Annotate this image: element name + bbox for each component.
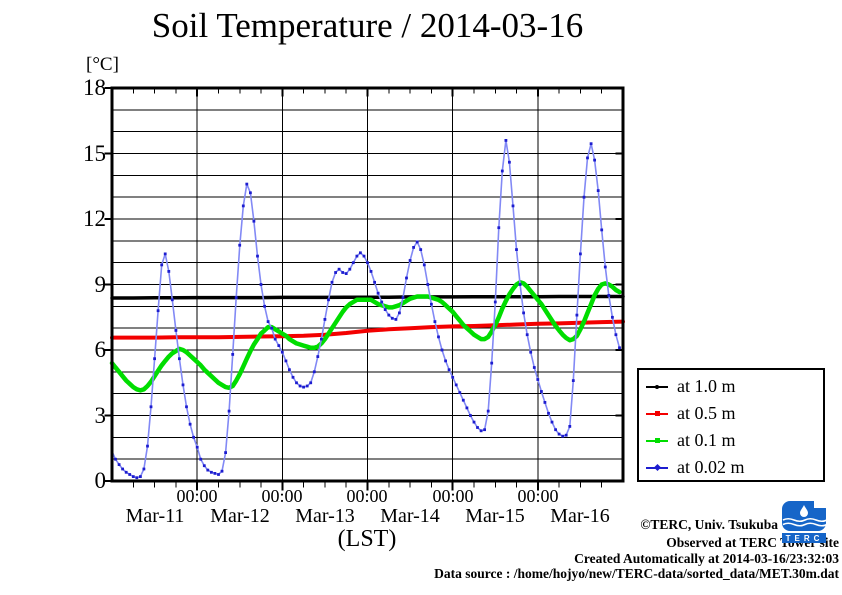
legend-item: at 0.1 m	[639, 427, 823, 454]
chart-title: Soil Temperature / 2014-03-16	[151, 6, 584, 45]
x-day-label: Mar-13	[295, 505, 355, 527]
legend-label: at 0.5 m	[677, 403, 736, 423]
gridlines	[112, 88, 623, 481]
legend-item: at 0.02 m	[639, 454, 823, 481]
legend-marker-0.5m	[646, 407, 668, 421]
legend-marker-0.02m	[646, 461, 668, 475]
x-day-label: Mar-14	[380, 505, 440, 527]
legend: at 1.0 m at 0.5 m at 0.1 m at 0.02 m	[637, 368, 825, 482]
legend-label: at 0.1 m	[677, 430, 736, 450]
x-day-label: Mar-15	[465, 505, 525, 527]
y-tick-label: 15	[83, 140, 106, 166]
x-tick-label: 00:00	[517, 486, 559, 506]
created-timestamp-text: Created Automatically at 2014-03-16/23:3…	[574, 551, 839, 566]
y-tick-label: 18	[83, 75, 106, 100]
x-day-label: Mar-12	[210, 505, 270, 527]
x-tick-label: 00:00	[432, 486, 474, 506]
data-source-text: Data source : /home/hojyo/new/TERC-data/…	[434, 566, 839, 581]
y-tick-label: 3	[94, 402, 107, 428]
x-tick-label: 00:00	[176, 486, 218, 506]
x-day-label: Mar-11	[125, 505, 185, 527]
legend-label: at 0.02 m	[677, 457, 745, 477]
legend-item: at 0.5 m	[639, 400, 823, 427]
legend-label: at 1.0 m	[677, 376, 736, 396]
terc-logo-text: TERC	[786, 534, 824, 543]
series-at-0.1-m	[109, 280, 622, 393]
y-tick-label: 12	[83, 206, 106, 231]
terc-logo: TERC	[782, 501, 828, 543]
y-tick-label: 0	[94, 468, 107, 493]
y-tick-label: 9	[94, 271, 107, 297]
x-day-label: Mar-16	[550, 505, 610, 527]
legend-item: at 1.0 m	[639, 373, 823, 400]
plot-border	[110, 86, 625, 483]
x-tick-label: 00:00	[346, 486, 388, 506]
axis-ticks	[104, 87, 622, 491]
copyright-text: ©TERC, Univ. Tsukuba	[640, 517, 778, 532]
y-axis-unit-label: [°C]	[86, 54, 119, 75]
x-axis-label: (LST)	[337, 526, 397, 552]
x-tick-label: 00:00	[261, 486, 303, 506]
legend-marker-0.1m	[646, 434, 668, 448]
y-tick-label: 6	[94, 337, 107, 362]
series-at-0.02-m	[110, 139, 621, 480]
series-at-0.5-m	[110, 319, 625, 340]
legend-marker-1.0m	[646, 380, 668, 394]
